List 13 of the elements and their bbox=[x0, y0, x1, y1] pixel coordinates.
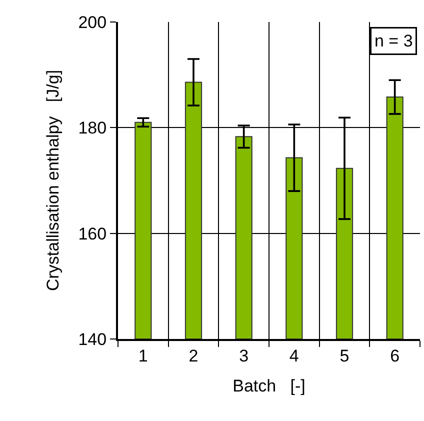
y-tick-label: 160 bbox=[78, 224, 107, 244]
x-tick-label: 5 bbox=[340, 346, 350, 366]
x-tick-label: 1 bbox=[138, 346, 148, 366]
y-tick-label: 140 bbox=[78, 330, 107, 349]
x-axis-title: Batch [-] bbox=[232, 376, 306, 396]
y-tick-label: 180 bbox=[78, 118, 107, 138]
annotation: n = 3 bbox=[374, 32, 413, 50]
x-tick-label: 6 bbox=[390, 346, 400, 366]
x-tick-label: 3 bbox=[239, 346, 249, 366]
y-tick-label: 200 bbox=[78, 12, 107, 32]
y-axis-title: Crystallisation enthalpy [J/g] bbox=[43, 70, 62, 292]
x-tick-label: 2 bbox=[188, 346, 198, 366]
x-tick-label: 4 bbox=[289, 346, 299, 366]
